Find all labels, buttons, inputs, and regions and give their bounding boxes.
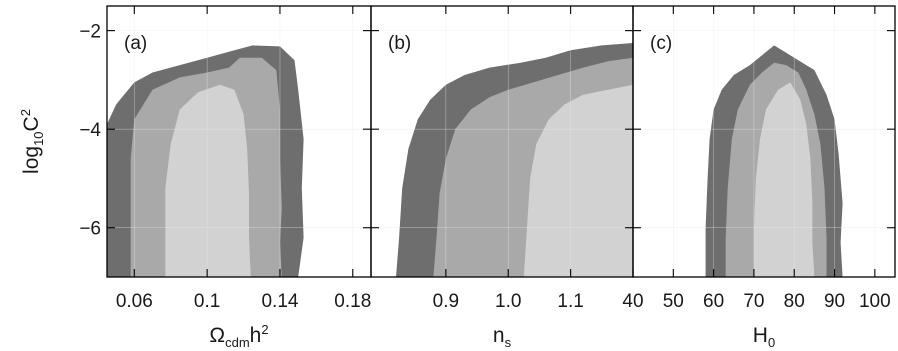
- grid: [107, 6, 371, 277]
- panel-label: (b): [388, 33, 411, 54]
- plot-frame: [632, 5, 896, 278]
- x-tick-label: 0.14: [261, 291, 298, 312]
- x-tick-label: 0.9: [433, 291, 459, 312]
- x-tick-label: 90: [824, 291, 845, 312]
- x-axis-title: H0: [753, 324, 775, 350]
- x-tick-label: 50: [663, 291, 684, 312]
- x-tick-label: 60: [703, 291, 724, 312]
- panel-label: (a): [124, 33, 147, 54]
- x-tick-label: 1.0: [495, 291, 521, 312]
- x-tick-label: 0.18: [334, 291, 371, 312]
- y-tick-label: −4: [79, 120, 101, 141]
- x-tick-label: 40: [622, 291, 643, 312]
- panel-b: 0.9 1.0 1.1 (b) ns: [370, 5, 634, 350]
- y-tick-label: −2: [79, 22, 101, 43]
- panel-label: (c): [650, 33, 672, 54]
- x-axis-title: Ωcdmh2: [209, 322, 268, 350]
- panel-a: 0.06 0.1 0.14 0.18 −6 −4 −2 (a) Ωcdmh2 log10C2: [18, 5, 372, 350]
- x-tick-label: 0.06: [116, 291, 153, 312]
- panel-c: 40 50 60 70 80 90 100 (c) H0: [622, 5, 896, 350]
- x-tick-label: 100: [859, 291, 891, 312]
- x-axis-title: ns: [493, 324, 512, 350]
- contour-inner: [165, 84, 251, 277]
- y-tick-label: −6: [79, 219, 101, 240]
- x-tick-label: 0.1: [194, 291, 220, 312]
- x-tick-label: 1.1: [557, 291, 583, 312]
- grid: [371, 6, 633, 277]
- grid: [633, 6, 895, 277]
- contour-inner: [523, 84, 633, 277]
- y-axis-title: log10C2: [18, 109, 46, 174]
- x-tick-label: 80: [784, 291, 805, 312]
- contour-inner: [753, 82, 815, 277]
- x-tick-label: 70: [743, 291, 764, 312]
